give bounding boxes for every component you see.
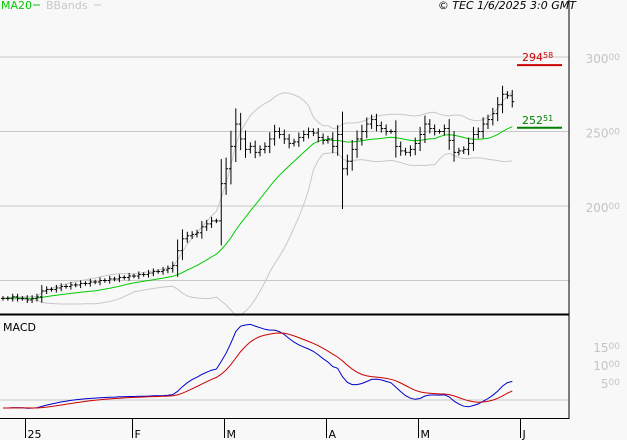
macd-axis-label: 500 — [601, 377, 620, 391]
bband-lower — [3, 152, 513, 317]
price-bars — [1, 85, 515, 303]
copyright-credit: © TEC 1/6/2025 3:0 GMT — [438, 0, 577, 12]
price-axis-label: 30000 — [586, 52, 621, 66]
legend-ma20: MA20 — [1, 0, 32, 12]
date-label: M — [421, 428, 431, 440]
date-label: 25 — [28, 428, 42, 440]
resistance-label: 29458 — [522, 51, 553, 64]
bband-upper — [3, 92, 513, 299]
support-label: 25251 — [522, 114, 553, 127]
macd-panel-title: MACD — [3, 321, 36, 334]
legend-bbands: BBands — [46, 0, 88, 12]
price-axis-label: 20000 — [586, 201, 621, 215]
macd-lines — [3, 323, 513, 409]
macd-axis-label: 1000 — [593, 359, 620, 373]
price-levels: 29458 25251 — [517, 51, 562, 129]
macd-axis-label: 1500 — [593, 341, 620, 355]
price-axis-label: 25000 — [586, 127, 621, 141]
date-label: A — [329, 428, 337, 440]
bollinger-bands — [3, 92, 513, 317]
ma20-path — [3, 126, 513, 299]
date-label: F — [135, 428, 141, 440]
grid-lines — [0, 56, 569, 401]
date-label: M — [227, 428, 237, 440]
signal-line — [3, 332, 513, 409]
ma20-line — [3, 126, 513, 299]
date-label: J — [522, 428, 526, 440]
macd-line — [3, 323, 513, 409]
